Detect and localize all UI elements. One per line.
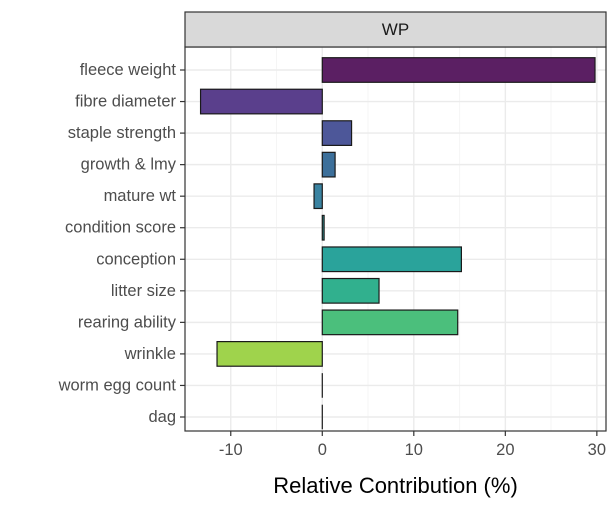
facet-strip: [184, 11, 607, 48]
bar-fleece-weight: [321, 57, 596, 83]
y-tick-label: fibre diameter: [75, 93, 176, 111]
x-tick-label: 20: [496, 441, 514, 459]
y-tick-label: worm egg count: [58, 376, 177, 394]
bar-fibre-diameter: [199, 88, 323, 115]
facet-label: WP: [382, 20, 409, 39]
y-tick-label: growth & lmy: [81, 156, 177, 174]
bar-wrinkle: [216, 341, 323, 367]
bars-layer: [199, 57, 596, 367]
x-tick-label: 10: [405, 441, 423, 459]
bar-condition-score: [321, 214, 325, 241]
x-axis-title: Relative Contribution (%): [273, 473, 518, 498]
y-axis: fleece weight fibre diameter staple streng…: [58, 61, 185, 426]
y-tick-label: dag: [148, 408, 176, 426]
y-tick-label: condition score: [65, 219, 176, 237]
y-tick-label: fleece weight: [80, 61, 177, 79]
bar-staple-strength: [321, 120, 353, 146]
x-tick-label: -10: [219, 441, 243, 459]
y-tick-label: staple strength: [68, 124, 176, 142]
bar-growth-lmy: [321, 151, 336, 178]
y-tick-label: rearing ability: [78, 313, 177, 331]
bar-mature-wt: [313, 183, 323, 210]
y-tick-label: conception: [96, 250, 176, 268]
bar-conception: [321, 246, 462, 273]
x-tick-label: 30: [588, 441, 606, 459]
y-tick-label: wrinkle: [124, 345, 176, 363]
y-tick-label: mature wt: [104, 187, 177, 205]
bar-rearing-ability: [321, 309, 459, 336]
y-tick-label: litter size: [111, 282, 176, 300]
x-tick-label: 0: [318, 441, 327, 459]
x-axis: -10 0 10 20 30: [219, 431, 606, 459]
bar-litter-size: [321, 277, 380, 304]
